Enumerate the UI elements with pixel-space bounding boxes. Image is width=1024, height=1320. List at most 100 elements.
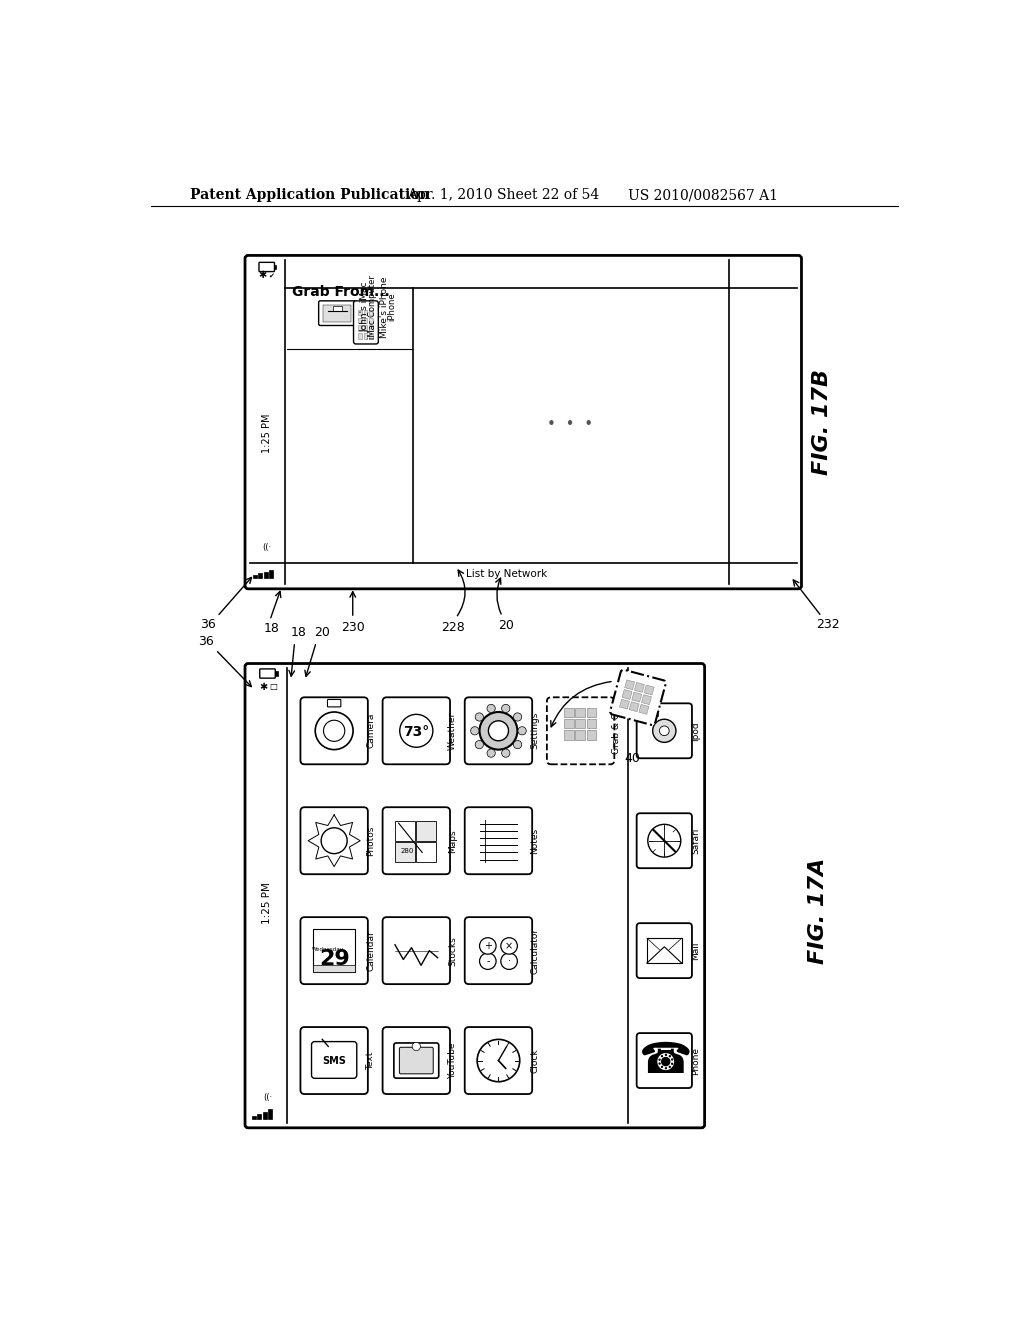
Text: Mail: Mail [691,941,699,960]
FancyBboxPatch shape [399,1047,433,1074]
Text: ☎: ☎ [638,1040,691,1081]
Bar [395,821,415,841]
Bar [369,310,373,315]
Circle shape [412,1043,421,1051]
Text: 40: 40 [624,752,640,764]
Text: Grab From...: Grab From... [292,285,389,298]
Circle shape [502,705,510,713]
Text: iMac Computer: iMac Computer [369,275,377,339]
Text: ✱: ✱ [259,681,267,692]
Bar [649,709,657,717]
Bar [369,326,373,331]
Text: YouTube: YouTube [449,1043,457,1078]
Text: 228: 228 [441,620,465,634]
FancyBboxPatch shape [465,808,532,874]
Bar [629,702,639,711]
Circle shape [652,719,676,742]
Bar [623,689,632,700]
Circle shape [322,828,347,854]
Bar [253,576,257,578]
Text: List by Network: List by Network [466,569,548,579]
FancyBboxPatch shape [300,917,368,985]
Text: 18: 18 [263,622,280,635]
Bar [575,730,585,739]
Bar [620,700,630,709]
Circle shape [659,726,669,735]
FancyBboxPatch shape [394,1043,438,1078]
Bar [564,708,573,717]
Bar [364,333,368,339]
Text: Grab & Go: Grab & Go [612,708,622,755]
Text: Sheet 22 of 54: Sheet 22 of 54 [497,189,599,202]
Bar [417,821,436,841]
Bar [313,965,355,972]
Text: Patent Application Publication: Patent Application Publication [190,189,430,202]
Circle shape [501,937,517,954]
FancyBboxPatch shape [383,808,450,874]
Circle shape [471,727,479,735]
Text: ×: × [505,941,513,950]
Bar [587,719,596,729]
Text: ((·: ((· [262,543,271,552]
Text: SMS: SMS [323,1056,346,1067]
Circle shape [518,727,526,735]
Bar [635,682,644,692]
Bar [263,572,267,578]
Text: 1:25 PM: 1:25 PM [262,413,271,453]
Bar [575,708,585,717]
Bar [358,310,362,315]
Circle shape [513,741,522,748]
Bar [324,305,351,322]
Text: Notes: Notes [530,828,540,854]
Text: Ipod: Ipod [691,721,699,741]
Circle shape [479,953,496,969]
Text: ✱: ✱ [258,271,266,280]
Bar [564,730,573,739]
Text: 18: 18 [291,626,306,639]
Bar [369,318,373,323]
Text: FIG. 17A: FIG. 17A [808,858,827,964]
Bar [417,842,436,862]
Bar [642,694,651,705]
FancyBboxPatch shape [300,808,368,874]
Text: 1:25 PM: 1:25 PM [262,882,272,924]
Text: 230: 230 [341,620,365,634]
Bar [364,310,368,315]
Text: +: + [483,941,492,950]
Bar [564,719,573,729]
Bar [395,842,415,862]
Text: -: - [486,956,489,966]
FancyBboxPatch shape [383,917,450,985]
Bar [587,730,596,739]
Bar [263,1111,266,1118]
Bar [313,929,355,972]
Bar [647,939,682,964]
Bar [358,318,362,323]
Text: ((·: ((· [263,1093,272,1102]
Text: 36: 36 [200,618,216,631]
Bar [258,573,262,578]
FancyBboxPatch shape [465,917,532,985]
FancyBboxPatch shape [311,1041,356,1078]
Bar [369,333,373,339]
Bar [625,680,635,690]
Text: 20: 20 [314,626,331,639]
FancyBboxPatch shape [300,1027,368,1094]
Text: Calculator: Calculator [530,928,540,974]
Text: Apr. 1, 2010: Apr. 1, 2010 [407,189,493,202]
Bar [358,326,362,331]
Bar [275,672,278,676]
Circle shape [475,713,483,721]
Circle shape [502,748,510,758]
FancyBboxPatch shape [245,664,705,1127]
FancyBboxPatch shape [318,301,356,326]
Text: •  •  •: • • • [548,417,594,433]
Text: 29: 29 [318,949,349,969]
FancyBboxPatch shape [465,697,532,764]
Text: 280: 280 [400,849,414,854]
Circle shape [479,937,496,954]
FancyBboxPatch shape [245,256,802,589]
Text: Weather: Weather [449,711,457,750]
Circle shape [477,1039,520,1081]
FancyBboxPatch shape [383,697,450,764]
